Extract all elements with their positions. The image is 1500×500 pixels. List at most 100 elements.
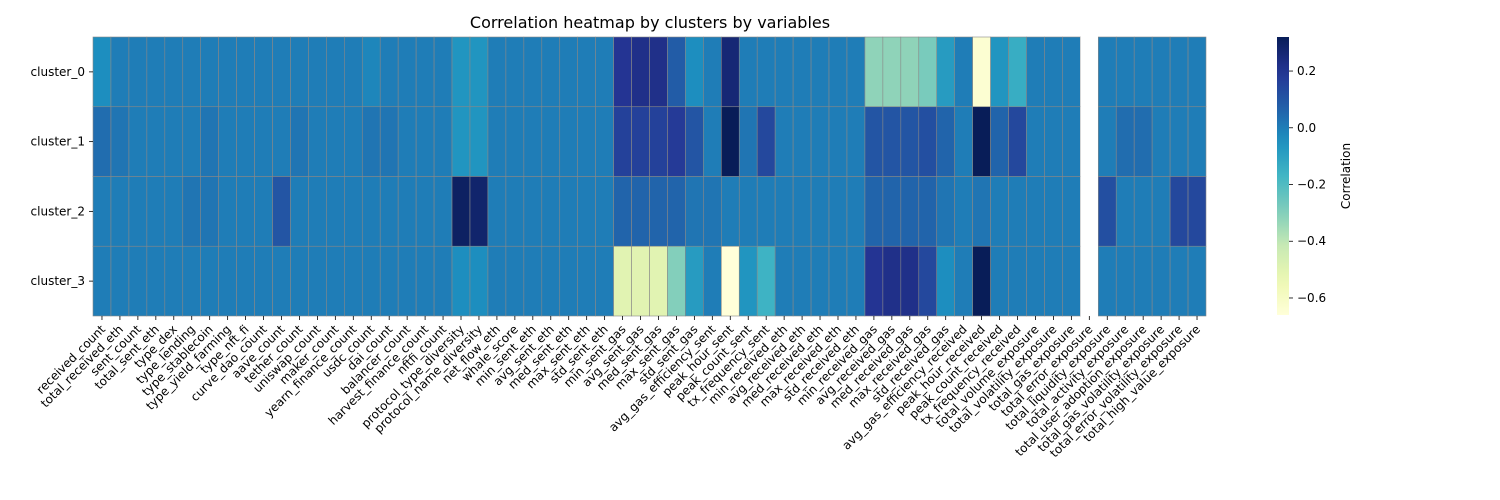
heatmap-cell-cluster_1-min_sent_gas <box>613 106 632 177</box>
heatmap-cell-cluster_2-yearn_finance_count <box>344 176 363 247</box>
heatmap-cell-cluster_1-protocol_name_diversity <box>469 106 489 177</box>
heatmap-cell-cluster_1-balancer_count <box>397 106 417 177</box>
heatmap-cell-cluster_0-whale_score <box>505 36 525 108</box>
heatmap-cell-cluster_0-std_received_gas <box>936 36 955 108</box>
heatmap-cell-cluster_3-min_sent_gas <box>613 245 632 317</box>
heatmap-cell-cluster_1-total_activity_exposure <box>1115 106 1135 177</box>
heatmap-cell-cluster_0-peak_hour_sent <box>721 36 740 108</box>
heatmap-cell-cluster_3-protocol_name_diversity <box>469 245 489 317</box>
heatmap-cell-cluster_3-std_received_eth <box>846 245 866 317</box>
heatmap-cell-cluster_0-min_sent_eth <box>523 36 543 108</box>
heatmap-cell-cluster_3-max_sent_gas <box>667 245 686 317</box>
heatmap-cell-cluster_0-peak_count_received <box>990 36 1009 108</box>
heatmap-cell-cluster_1-type_dex <box>164 106 184 177</box>
heatmap-cell-cluster_1-total_liquidity_exposure <box>1097 106 1117 177</box>
chart-title: Correlation heatmap by clusters by varia… <box>470 13 830 32</box>
heatmap-cell-cluster_3-std_received_gas <box>936 245 955 317</box>
heatmap-cell-cluster_0-max_received_eth <box>828 36 848 108</box>
heatmap-cell-cluster_1-curve_dao_count <box>254 106 273 177</box>
heatmap-cell-cluster_1-avg_received_gas <box>882 106 902 177</box>
heatmap-cell-cluster_2-aave_count <box>272 176 291 247</box>
heatmap-cell-cluster_1-total_high_value_exposure <box>1187 106 1207 177</box>
heatmap-cell-cluster_2-min_received_gas <box>864 176 884 247</box>
heatmap-cell-cluster_2-balancer_count <box>397 176 417 247</box>
heatmap-cell-cluster_3-total_high_value_exposure <box>1187 245 1207 317</box>
heatmap-cell-cluster_0-maker_count <box>326 36 345 108</box>
row-label-cluster_1: cluster_1 <box>31 135 85 149</box>
heatmap-cell-cluster_2-total_gas_volatility_exposure <box>1151 176 1171 247</box>
heatmap-cell-cluster_3-whale_score <box>505 245 525 317</box>
heatmap-cell-cluster_0-med_sent_eth <box>559 36 578 108</box>
heatmap-cell-cluster_2-std_sent_eth <box>595 176 614 247</box>
heatmap-cell-cluster_3-usdc_count <box>361 245 381 317</box>
heatmap-cell-cluster_1-harvest_finance_count <box>415 106 435 177</box>
heatmap-cell-cluster_2-total_user_adoption_exposure <box>1133 176 1153 247</box>
heatmap-cell-cluster_0-total_volume_exposure <box>1026 36 1045 108</box>
heatmap-cell-cluster_2-med_received_eth <box>810 176 830 247</box>
heatmap-cell-cluster_1-total_error_volatility_exposure <box>1169 106 1189 177</box>
heatmap-cell-cluster_1-std_received_gas <box>936 106 955 177</box>
heatmap-cell-cluster_3-uniswap_count <box>308 245 327 317</box>
heatmap-cell-cluster_0-type_dex <box>164 36 184 108</box>
heatmap-cell-cluster_1-avg_gas_efficiency_sent <box>703 106 722 177</box>
heatmap-cell-cluster_0-avg_gas_efficiency_received <box>954 36 973 108</box>
heatmap-cell-cluster_2-sent_count <box>128 176 148 247</box>
heatmap-cell-cluster_1-med_received_eth <box>810 106 830 177</box>
heatmap-cell-cluster_0-avg_sent_gas <box>631 36 650 108</box>
heatmap-cell-cluster_1-min_received_gas <box>864 106 884 177</box>
heatmap-cell-cluster_1-max_received_gas <box>918 106 938 177</box>
heatmap-cell-cluster_2-net_flow_eth <box>487 176 507 247</box>
heatmap-cell-cluster_1-type_lending <box>182 106 202 177</box>
heatmap-cell-cluster_0-max_sent_eth <box>577 36 596 108</box>
heatmap-cell-cluster_1-min_sent_eth <box>523 106 543 177</box>
colorbar-tick-label-2: −0.2 <box>1297 178 1326 192</box>
heatmap-cell-cluster_2-max_received_eth <box>828 176 848 247</box>
heatmap-cell-cluster_0-avg_sent_eth <box>541 36 561 108</box>
heatmap-cell-cluster_3-max_received_gas <box>918 245 938 317</box>
heatmap-cell-cluster_3-type_dex <box>164 245 184 317</box>
heatmap-cell-cluster_1-med_sent_eth <box>559 106 578 177</box>
heatmap-cell-cluster_0-total_liquidity_exposure <box>1097 36 1117 108</box>
heatmap-cell-cluster_2-avg_received_eth <box>792 176 812 247</box>
heatmap-cell-cluster_2-total_volume_exposure <box>1026 176 1045 247</box>
heatmap-cell-cluster_3-max_received_eth <box>828 245 848 317</box>
heatmap-cell-cluster_2-total_received_eth <box>110 176 130 247</box>
heatmap-cell-cluster_2-total_gas_exposure <box>1062 176 1081 247</box>
colorbar-ticks: 0.2 0.0 −0.2 −0.4 −0.6 <box>1289 64 1326 305</box>
heatmap-cell-cluster_0-dai_count <box>379 36 399 108</box>
heatmap-cell-cluster_1-tx_frequency_sent <box>756 106 776 177</box>
colorbar-tick-label-1: 0.0 <box>1297 121 1316 135</box>
heatmap-cell-cluster_3-aave_count <box>272 245 291 317</box>
heatmap-cell-cluster_2-avg_sent_gas <box>631 176 650 247</box>
heatmap-cell-cluster_3-min_received_eth <box>774 245 794 317</box>
heatmap-cell-cluster_2-total_error_volatility_exposure <box>1169 176 1189 247</box>
heatmap-cell-cluster_2-avg_gas_efficiency_sent <box>703 176 722 247</box>
heatmap-cell-cluster_2-type_lending <box>182 176 202 247</box>
heatmap-cell-cluster_2-tx_frequency_sent <box>756 176 776 247</box>
heatmap-cell-cluster_2-med_received_gas <box>900 176 920 247</box>
heatmap-cell-cluster_0-peak_hour_received <box>972 36 991 108</box>
heatmap-cell-cluster_2-min_sent_gas <box>613 176 632 247</box>
heatmap-cell-cluster_3-total_volume_exposure <box>1026 245 1045 317</box>
heatmap-cell-cluster_2-max_received_gas <box>918 176 938 247</box>
heatmap-cell-cluster_3-type_nft_fi <box>236 245 255 317</box>
heatmap-cell-cluster_2-total_liquidity_exposure <box>1097 176 1117 247</box>
heatmap-cell-cluster_0-curve_dao_count <box>254 36 273 108</box>
heatmap-cell-cluster_0-med_sent_gas <box>649 36 668 108</box>
heatmap-cell-cluster_2-total_volatility_exposure <box>1044 176 1063 247</box>
heatmap-cell-cluster_1-total_sent_eth <box>146 106 166 177</box>
heatmap-cell-cluster_2-type_nft_fi <box>236 176 255 247</box>
heatmap-cell-cluster_1-peak_count_sent <box>738 106 758 177</box>
row-label-cluster_3: cluster_3 <box>31 274 85 288</box>
colorbar-gradient <box>1277 37 1289 315</box>
heatmap-cell-cluster_0-received_count <box>92 36 112 108</box>
heatmap-cell-cluster_0-total_gas_exposure <box>1062 36 1081 108</box>
heatmap-cell-cluster_1-nftfi_count <box>433 106 453 177</box>
heatmap-cell-cluster_1-total_received_eth <box>110 106 130 177</box>
heatmap-cell-cluster_0-aave_count <box>272 36 291 108</box>
heatmap-cell-cluster_1-type_yield_farming <box>218 106 237 177</box>
heatmap-cell-cluster_0-total_error_exposure <box>1080 37 1099 107</box>
heatmap-cell-cluster_3-tether_count <box>290 245 309 317</box>
heatmap-cell-cluster_2-uniswap_count <box>308 176 327 247</box>
heatmap-cell-cluster_0-balancer_count <box>397 36 417 108</box>
